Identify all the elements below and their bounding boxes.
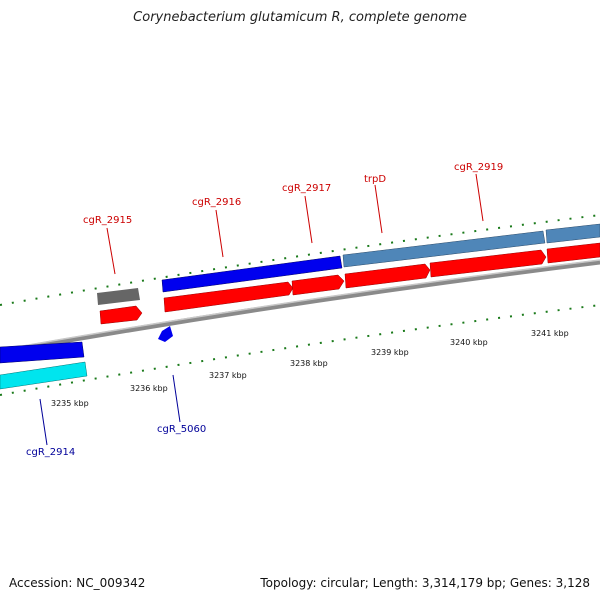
tick-label: 3240 kbp xyxy=(450,338,488,347)
leader-cgR_5060 xyxy=(172,374,181,423)
topology-text: Topology: circular; Length: 3,314,179 bp… xyxy=(260,576,590,590)
label-cgR_2919: cgR_2919 xyxy=(454,162,503,173)
cds-cgR_2919 xyxy=(429,249,547,278)
leader-trpD xyxy=(374,184,383,234)
tick-label: 3236 kbp xyxy=(130,384,168,393)
label-cgR_2916: cgR_2916 xyxy=(192,197,241,208)
gene-cgR_5060 xyxy=(158,326,173,342)
gene-cgR_2914-blue xyxy=(0,341,85,364)
label-cgR_2917: cgR_2917 xyxy=(282,183,331,194)
leader-cgR_2917 xyxy=(304,195,313,244)
gene-cgR_2914-cyan xyxy=(0,361,88,390)
gene-steel-1 xyxy=(342,230,546,268)
genome-backbone xyxy=(0,259,600,355)
tick-label: 3241 kbp xyxy=(531,329,569,338)
leader-cgR_2916 xyxy=(215,209,224,258)
label-cgR_2914: cgR_2914 xyxy=(26,447,75,458)
cds-cgR_2915 xyxy=(99,305,143,325)
label-trpD: trpD xyxy=(364,174,386,185)
label-cgR_5060: cgR_5060 xyxy=(157,424,206,435)
cds-cgR_2917 xyxy=(291,274,345,296)
lower-dot-track xyxy=(0,304,600,396)
tick-label: 3239 kbp xyxy=(371,348,409,357)
upper-dot-track xyxy=(0,214,600,306)
leader-cgR_2915 xyxy=(106,227,116,275)
leader-cgR_2919 xyxy=(475,173,484,222)
tick-label: 3238 kbp xyxy=(290,359,328,368)
cds-next xyxy=(546,242,600,264)
gene-cgR_2916-blue xyxy=(161,255,343,293)
label-cgR_2915: cgR_2915 xyxy=(83,215,132,226)
map-title: Corynebacterium glutamicum R, complete g… xyxy=(133,10,467,25)
gene-steel-2 xyxy=(545,223,600,244)
tick-label: 3235 kbp xyxy=(51,399,89,408)
cds-trpD xyxy=(344,263,431,289)
leader-cgR_2914 xyxy=(39,398,48,446)
cds-cgR_2916 xyxy=(163,281,294,313)
accession-text: Accession: NC_009342 xyxy=(9,576,146,590)
gene-cgR_2915-gray xyxy=(97,288,140,305)
tick-label: 3237 kbp xyxy=(209,371,247,380)
